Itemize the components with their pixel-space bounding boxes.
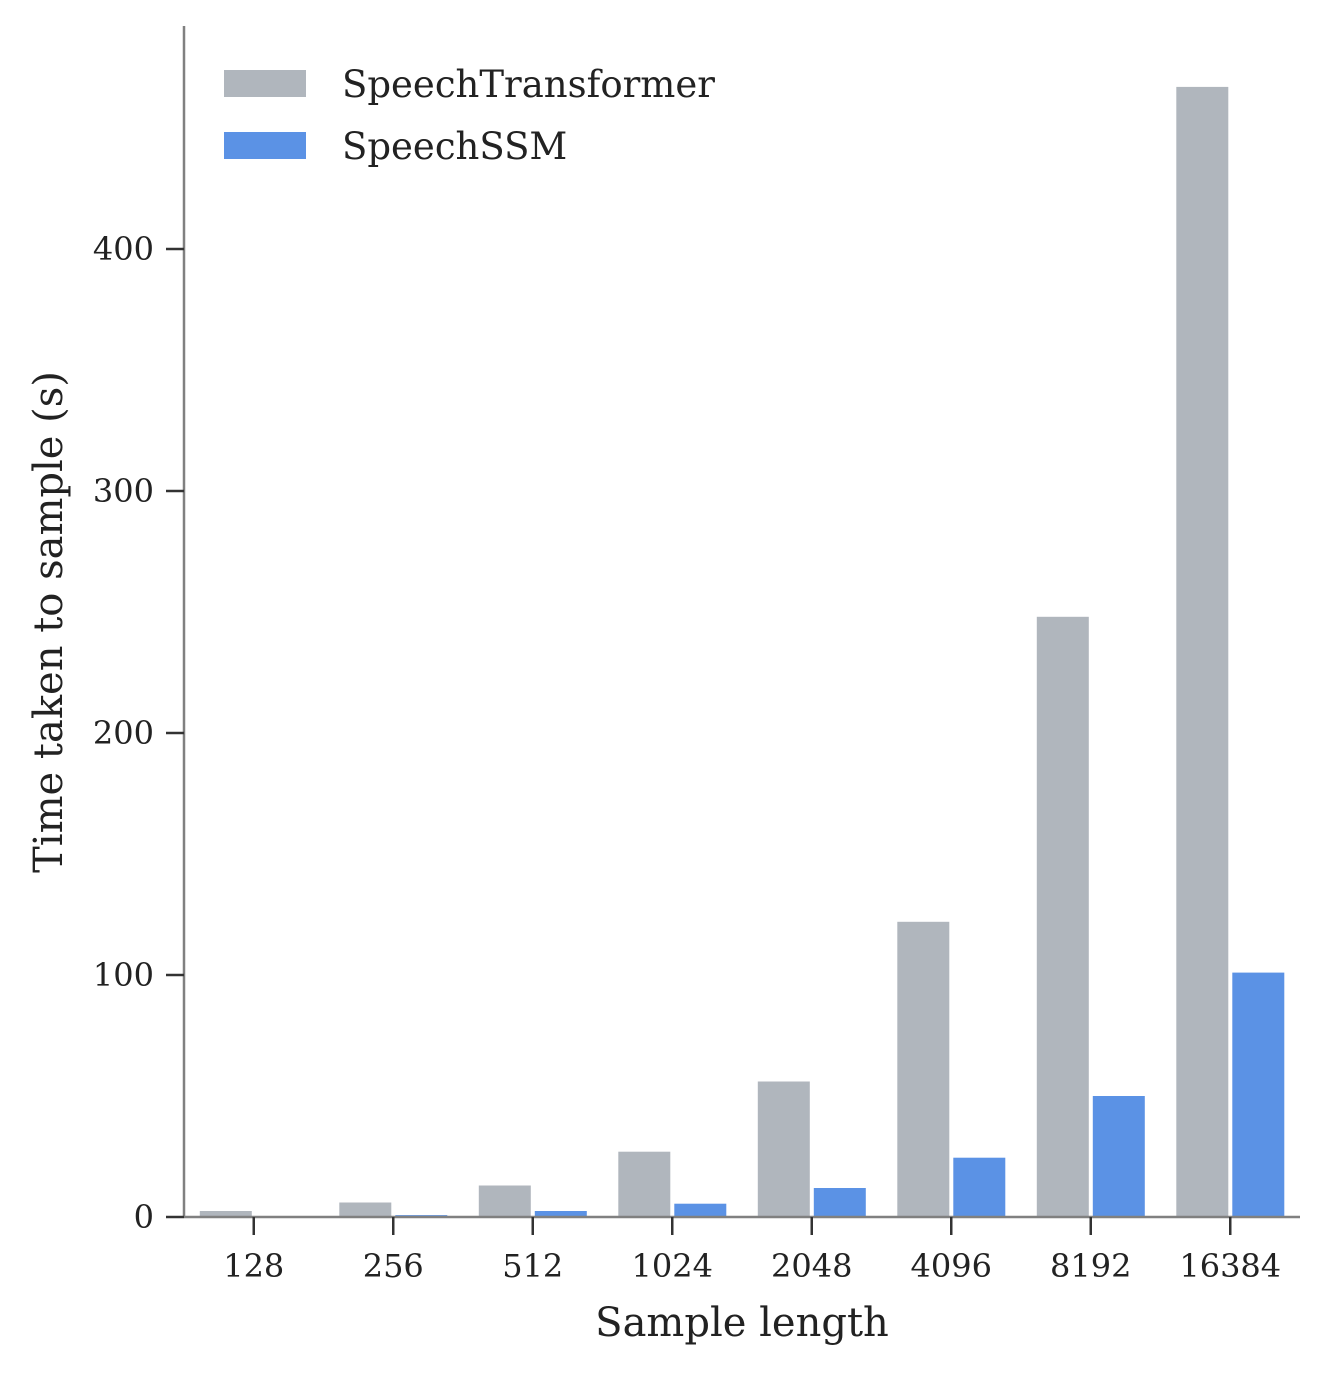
bar-speechssm-2048 xyxy=(813,1188,866,1217)
x-tick-label-1024: 1024 xyxy=(632,1247,713,1285)
bar-speechssm-512 xyxy=(534,1211,587,1217)
y-axis-title: Time taken to sample (s) xyxy=(26,371,72,873)
y-tick-label-400: 400 xyxy=(93,230,154,268)
x-tick-label-8192: 8192 xyxy=(1050,1247,1131,1285)
x-tick-label-128: 128 xyxy=(223,1247,284,1285)
bar-speechssm-8192 xyxy=(1092,1096,1145,1217)
x-tick-label-512: 512 xyxy=(502,1247,563,1285)
legend-label-speechssm: SpeechSSM xyxy=(342,125,567,168)
legend-label-speechtransformer: SpeechTransformer xyxy=(342,63,715,106)
y-tick-label-0: 0 xyxy=(134,1198,154,1236)
bar-speechtransformer-128 xyxy=(199,1211,252,1217)
legend-swatch-speechtransformer xyxy=(224,70,306,97)
y-tick-label-300: 300 xyxy=(93,472,154,510)
bar-speechtransformer-4096 xyxy=(897,921,950,1217)
bar-speechtransformer-16384 xyxy=(1176,86,1229,1217)
x-tick-label-4096: 4096 xyxy=(911,1247,992,1285)
y-tick-label-100: 100 xyxy=(93,956,154,994)
bar-speechssm-4096 xyxy=(953,1157,1006,1217)
bar-speechtransformer-2048 xyxy=(757,1081,810,1217)
x-tick-label-16384: 16384 xyxy=(1179,1247,1281,1285)
x-axis-title: Sample length xyxy=(595,1300,889,1346)
bar-speechtransformer-256 xyxy=(339,1202,392,1217)
y-tick-label-200: 200 xyxy=(93,714,154,752)
bar-speechtransformer-512 xyxy=(478,1185,531,1217)
legend-swatch-speechssm xyxy=(224,132,306,159)
legend: SpeechTransformer SpeechSSM xyxy=(224,63,715,168)
axes-group: 0 100 200 300 400 128 256 512 1024 2048 4096 8192 16… xyxy=(93,26,1300,1285)
bar-speechtransformer-8192 xyxy=(1036,616,1089,1217)
bar-speechtransformer-1024 xyxy=(618,1151,671,1217)
x-tick-label-256: 256 xyxy=(363,1247,424,1285)
bar-speechssm-1024 xyxy=(674,1203,727,1217)
x-tick-label-2048: 2048 xyxy=(771,1247,852,1285)
bar-speechssm-16384 xyxy=(1232,972,1285,1217)
bars-group xyxy=(199,86,1285,1217)
